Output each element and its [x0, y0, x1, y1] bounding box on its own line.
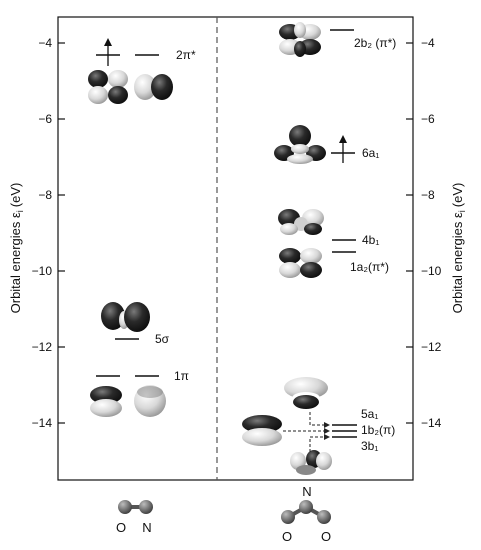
atom-label: O	[321, 529, 331, 544]
level-1b2: 1b₂(π)	[332, 423, 395, 437]
no2-panel: 2b₂ (π*) 6a₁ 4b₁	[242, 22, 396, 475]
right-tick-label: −8	[421, 188, 435, 202]
right-axis-title: Orbital energies εi(eV)	[450, 183, 467, 314]
leader-arrows	[283, 412, 328, 452]
leader-arrow-heads	[324, 422, 330, 440]
left-tick-label: −12	[32, 340, 53, 354]
orbital-2pi-star-a	[88, 70, 128, 104]
level-2b2: 2b₂ (π*)	[330, 29, 396, 50]
left-tick-label: −6	[38, 112, 52, 126]
level-2pi-star: 2π*	[96, 38, 196, 66]
plot-frame	[57, 16, 414, 481]
atom-label: N	[302, 484, 311, 499]
right-axis-ticks: −4 −6 −8 −10 −12 −14	[406, 36, 442, 430]
level-5a1: 5a₁	[332, 407, 378, 426]
level-5sigma: 5σ	[115, 332, 170, 346]
orbital-4b1	[278, 209, 324, 235]
left-axis-title: Orbital energies εi(eV)	[8, 183, 25, 314]
no2-molecule-model: N O O	[281, 484, 331, 544]
level-label: 2b₂ (π*)	[354, 36, 396, 50]
right-tick-label: −6	[421, 112, 435, 126]
orbital-5a1	[284, 377, 328, 409]
orbital-1a2	[279, 248, 322, 278]
left-tick-label: −10	[32, 264, 53, 278]
no-molecule-model: O N	[116, 500, 153, 535]
orbital-1b2	[242, 415, 282, 446]
right-tick-label: −14	[421, 416, 442, 430]
orbital-1pi-a	[90, 386, 122, 417]
orbital-2b2	[279, 22, 321, 57]
atom-label: N	[142, 520, 151, 535]
level-1a2: 1a₂(π*)	[332, 251, 389, 274]
atom-label: O	[116, 520, 126, 535]
electron-arrow-head	[339, 135, 347, 143]
level-label: 5σ	[155, 332, 170, 346]
right-tick-label: −12	[421, 340, 442, 354]
level-label: 2π*	[176, 48, 196, 62]
right-tick-label: −10	[421, 264, 442, 278]
left-tick-label: −8	[38, 188, 52, 202]
level-6a1: 6a₁	[331, 135, 379, 163]
orbital-6a1	[274, 125, 326, 164]
no-panel: 2π* 5σ 1π	[88, 38, 196, 417]
level-label: 1a₂(π*)	[350, 260, 389, 274]
level-4b1: 4b₁	[332, 233, 379, 247]
right-tick-label: −4	[421, 36, 435, 50]
left-tick-label: −14	[32, 416, 53, 430]
orbital-3b1	[290, 450, 332, 475]
level-1pi: 1π	[96, 369, 189, 383]
left-axis-ticks: −4 −6 −8 −10 −12 −14	[32, 36, 65, 430]
left-tick-label: −4	[38, 36, 52, 50]
level-label: 6a₁	[362, 146, 379, 160]
orbital-2pi-star-b	[134, 74, 173, 100]
atom-label: O	[282, 529, 292, 544]
orbital-1pi-b	[134, 385, 166, 417]
level-3b1: 3b₁	[332, 436, 378, 453]
level-label: 5a₁	[361, 407, 378, 421]
level-label: 1b₂(π)	[361, 423, 395, 437]
orbital-5sigma	[101, 302, 150, 332]
level-label: 4b₁	[362, 233, 379, 247]
electron-arrow-head	[104, 38, 112, 46]
level-label: 1π	[174, 369, 189, 383]
level-label: 3b₁	[361, 439, 378, 453]
